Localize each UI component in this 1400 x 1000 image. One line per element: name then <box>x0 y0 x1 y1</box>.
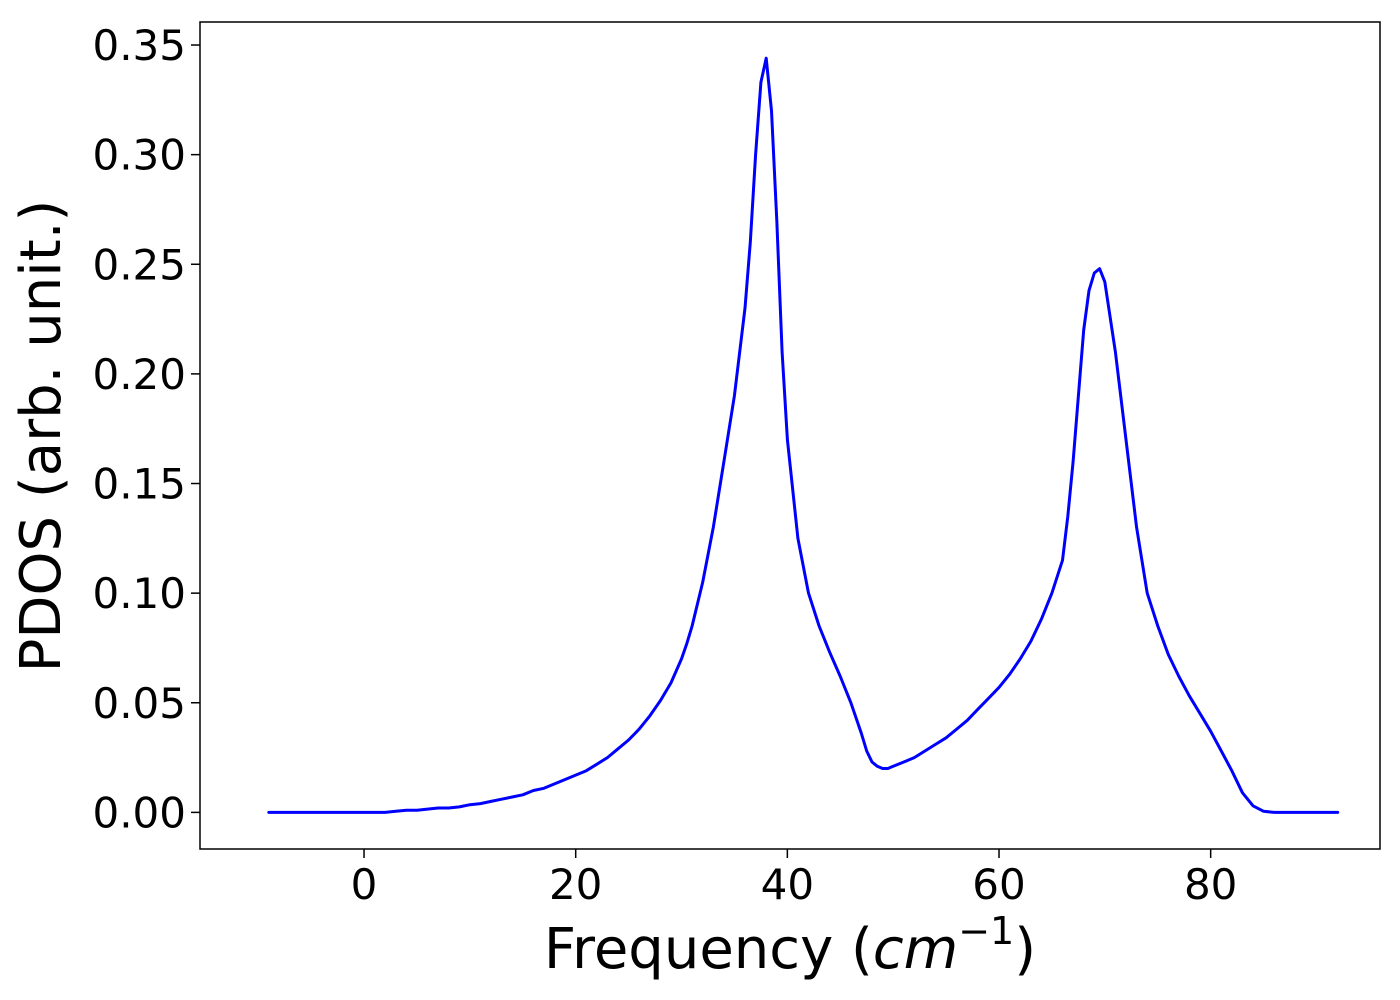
y-tick-label: 0.20 <box>92 350 186 399</box>
plot-frame <box>199 21 1381 850</box>
series-layer <box>267 56 1340 814</box>
x-axis-label-close: ) <box>1014 917 1036 982</box>
series-line-0 <box>267 56 1340 814</box>
x-tick-label: 60 <box>972 860 1025 909</box>
x-tick-label: 0 <box>351 860 378 909</box>
y-tick-label: 0.10 <box>92 569 186 618</box>
y-tick-label: 0.05 <box>92 679 186 728</box>
x-axis: 0 20 40 60 80 <box>351 849 1237 909</box>
x-tick-label: 40 <box>761 860 814 909</box>
y-axis-label: PDOS (arb. unit.) <box>9 200 74 673</box>
x-axis-label-unit: cm <box>873 917 958 982</box>
y-axis: 0.00 0.05 0.10 0.15 0.20 0.25 0.30 0.35 <box>92 21 200 837</box>
x-axis-label-main: Frequency ( <box>544 917 873 982</box>
y-tick-label: 0.35 <box>92 21 186 70</box>
y-tick-label: 0.30 <box>92 131 186 180</box>
y-tick-label: 0.00 <box>92 788 186 837</box>
y-tick-label: 0.25 <box>92 240 186 289</box>
y-tick-label: 0.15 <box>92 460 186 509</box>
x-axis-label-exponent: −1 <box>958 909 1014 953</box>
x-axis-label: Frequency (cm−1) <box>544 909 1036 982</box>
x-tick-label: 20 <box>549 860 602 909</box>
x-tick-label: 80 <box>1184 860 1237 909</box>
